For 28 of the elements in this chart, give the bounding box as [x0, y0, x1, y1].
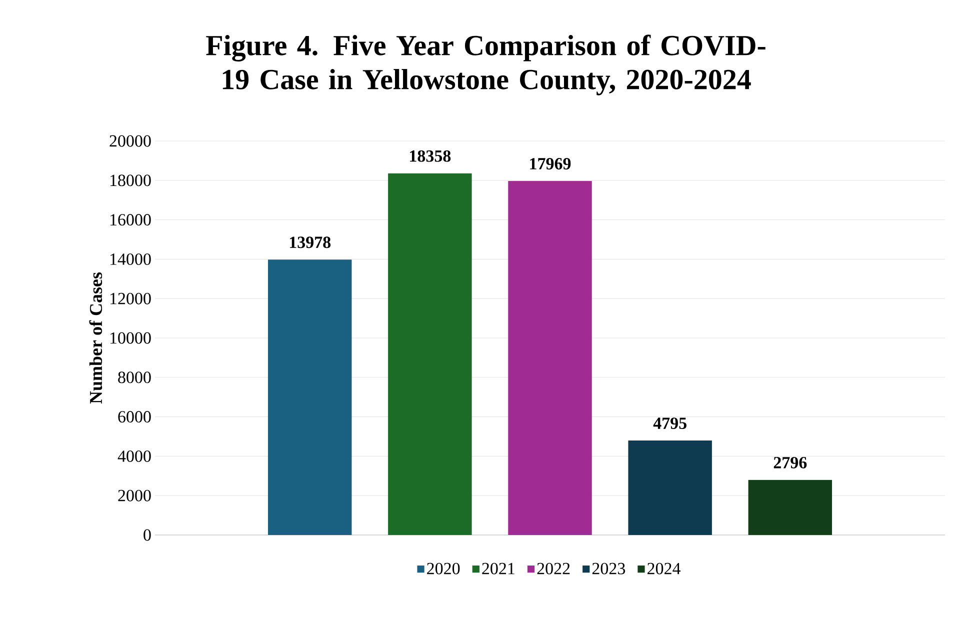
legend-label: 2021	[482, 562, 514, 574]
data-label: 17969	[530, 158, 571, 170]
bar	[628, 440, 712, 535]
y-tick-label: 4000	[118, 450, 151, 462]
data-label: 4795	[653, 418, 686, 429]
y-tick-label: 2000	[118, 490, 151, 502]
y-tick-label: 18000	[110, 174, 151, 186]
y-tick-label: 12000	[110, 292, 151, 304]
y-tick-label: 14000	[110, 253, 151, 265]
legend-label: 2023	[592, 562, 626, 574]
data-label: 13978	[290, 236, 331, 248]
y-tick-label: 6000	[118, 411, 151, 423]
legend-label: 2022	[537, 562, 570, 574]
bar	[388, 173, 472, 535]
y-tick-label: 16000	[110, 214, 151, 226]
bar	[508, 181, 592, 535]
y-tick-label: 0	[144, 529, 151, 541]
y-tick-label: 20000	[110, 135, 151, 147]
legend-label: 2020	[427, 562, 460, 574]
y-tick-label: 10000	[110, 332, 151, 344]
data-label: 18358	[410, 150, 451, 162]
bar	[748, 480, 832, 535]
y-axis-title: Number of Cases	[89, 272, 102, 404]
data-label: 2796	[774, 456, 807, 468]
chart-title: Figure 4. Five Year Comparison of COVID-19 Case in Yellowstone County, 2020-2024	[206, 34, 766, 96]
legend-label: 2024	[648, 562, 681, 574]
y-tick-label: 8000	[118, 372, 151, 384]
bar	[268, 260, 352, 535]
